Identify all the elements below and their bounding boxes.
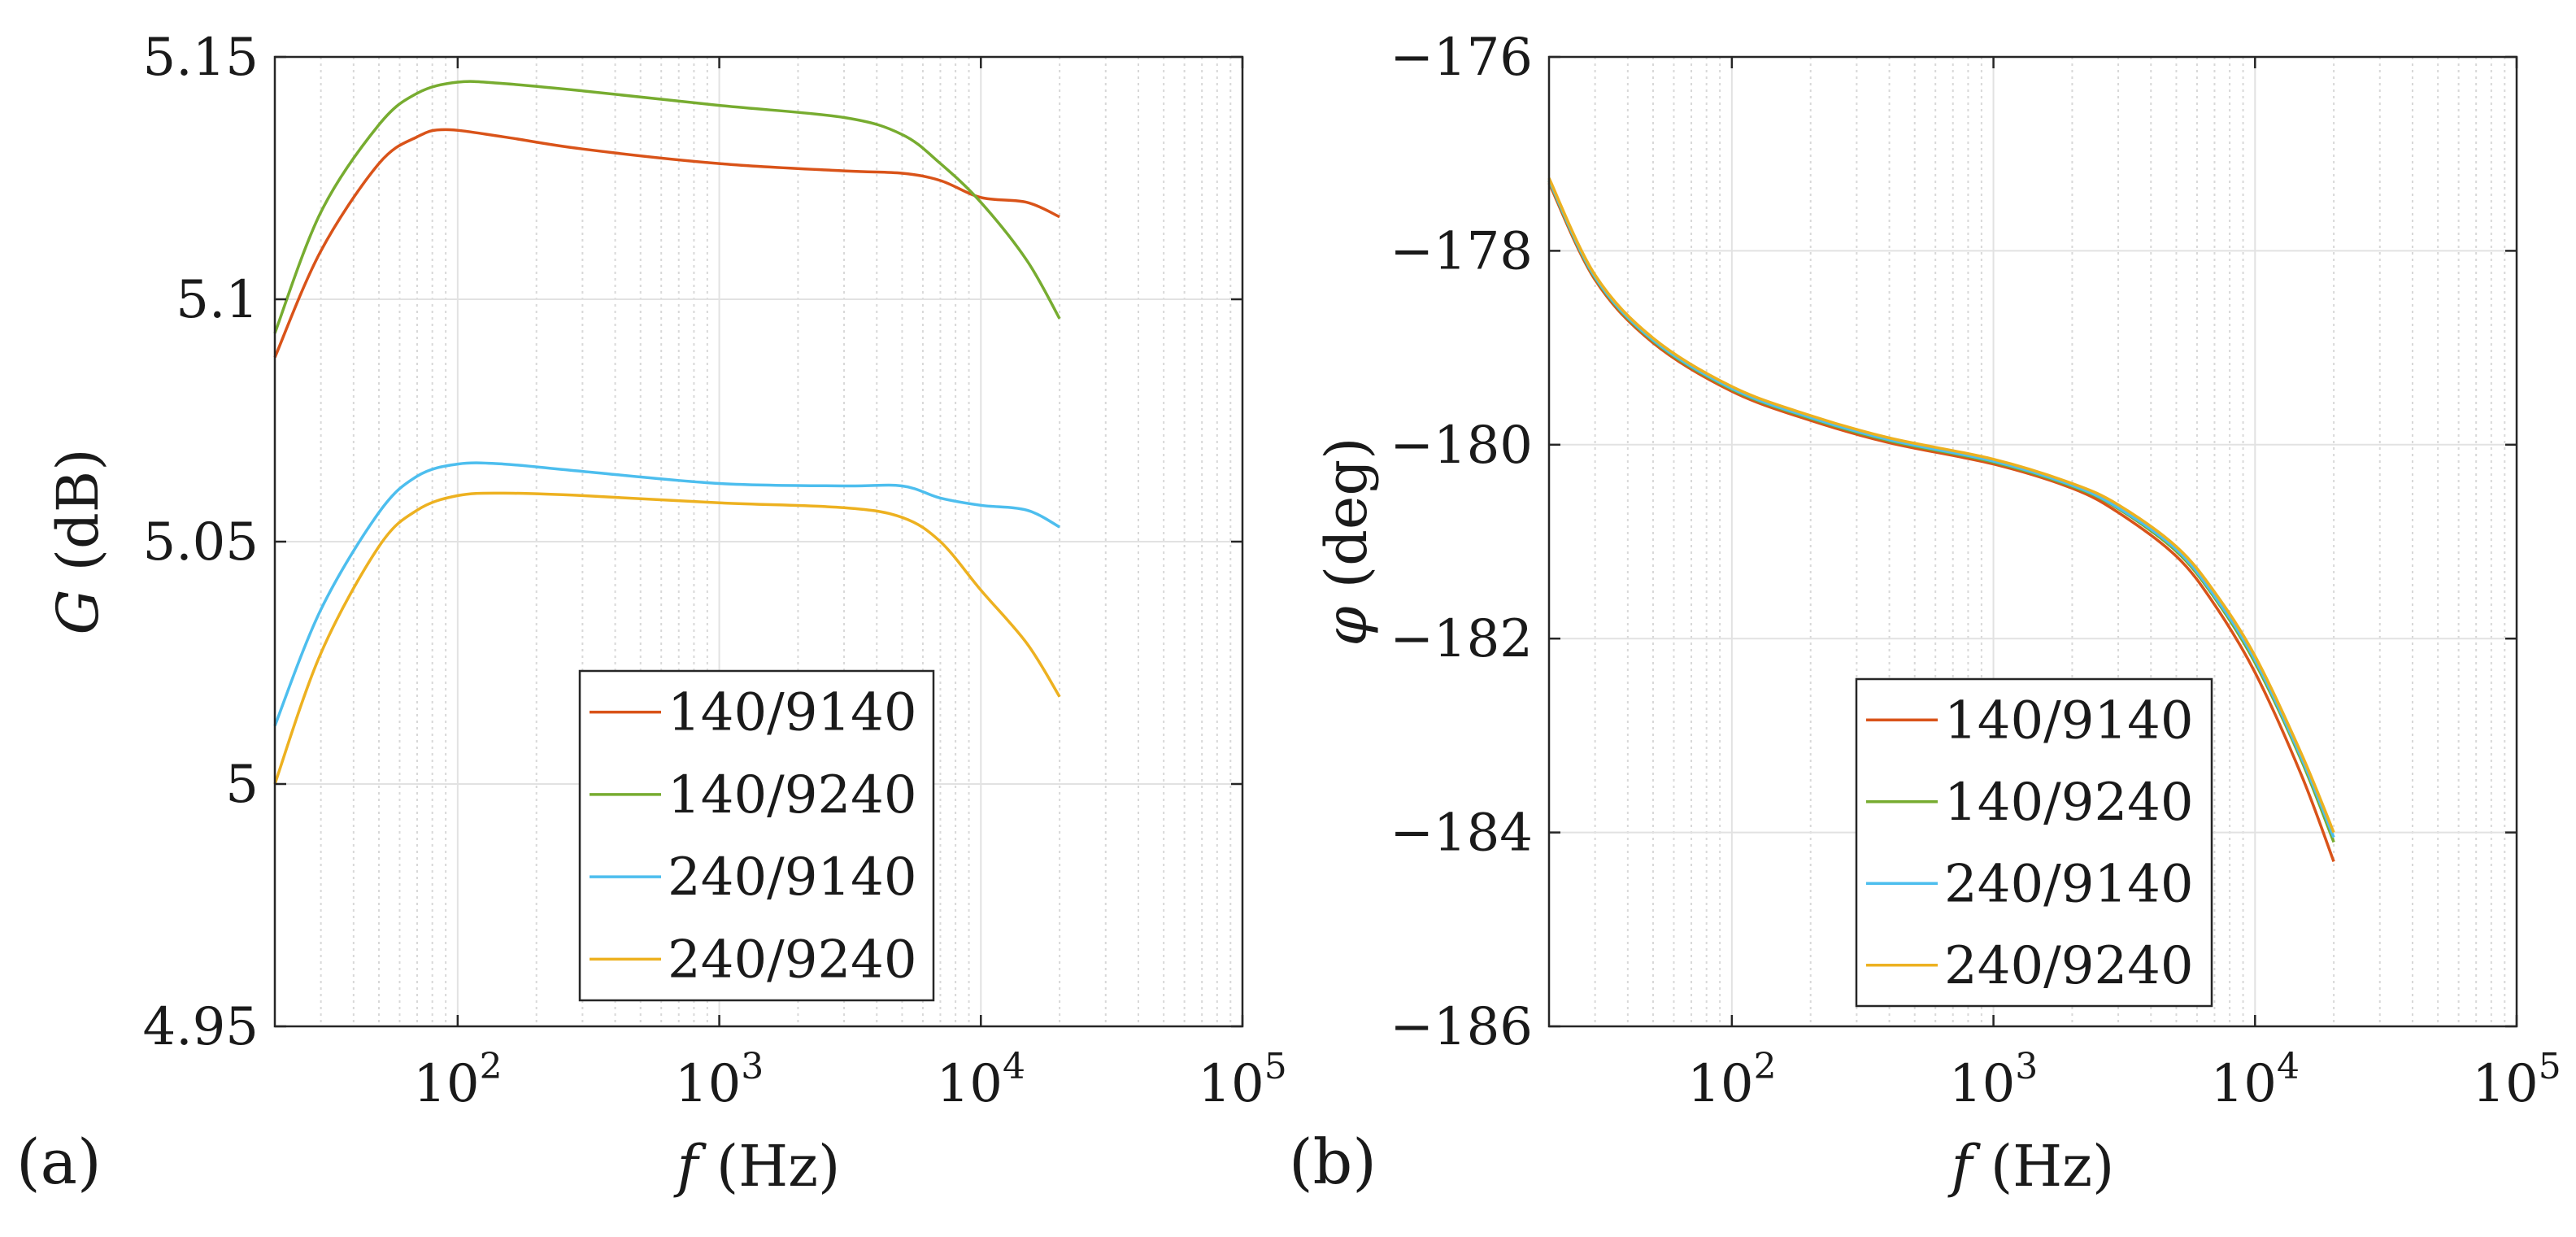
series-line-140-9140 [1547,182,2335,863]
y-tick-label: 5 [225,755,259,815]
x-axis-label: f (Hz) [1947,1133,2115,1200]
series-group [273,80,1061,785]
panel-label: (b) [1289,1126,1377,1198]
x-tick-exponent: 2 [1754,1046,1777,1087]
x-tick-base: 10 [2472,1054,2538,1114]
legend-label: 240/9140 [1944,854,2194,914]
y-tick-label: 5.15 [143,28,259,88]
x-tick-base: 10 [675,1054,741,1114]
x-tick-base: 10 [1198,1054,1264,1114]
x-tick-label: 104 [937,1046,1025,1114]
x-tick-label: 105 [1198,1046,1286,1114]
series-line-140-9140 [273,128,1060,359]
y-tick-label: −182 [1390,609,1533,669]
x-tick-label: 103 [675,1046,764,1114]
y-tick-label: −176 [1390,28,1533,88]
series-line-240-9240 [273,491,1061,785]
legend-box [578,669,935,1002]
x-axis-label: f (Hz) [673,1133,841,1200]
y-axis-unit: (deg) [1313,438,1380,607]
x-tick-exponent: 3 [2015,1046,2038,1087]
legend-label: 240/9240 [668,930,917,990]
y-tick-label: −180 [1390,416,1533,476]
y-tick-label: −186 [1390,997,1533,1057]
x-tick-label: 103 [1949,1046,2038,1114]
x-tick-label: 102 [413,1046,502,1114]
x-tick-exponent: 3 [741,1046,764,1087]
y-tick-label: −178 [1390,221,1533,281]
legend-label: 140/9240 [668,765,917,825]
series-line-240-9140 [273,461,1060,727]
x-axis-unit: (Hz) [698,1133,841,1200]
y-tick-label: 5.05 [143,512,259,573]
legend-label: 240/9240 [1944,936,2194,996]
y-axis-variable: φ [1313,606,1380,646]
x-tick-label: 105 [2472,1046,2561,1114]
axes-box [1547,55,2518,1028]
x-tick-label: 104 [2211,1046,2300,1114]
y-tick-label: 4.95 [143,997,259,1057]
x-tick-base: 10 [937,1054,1003,1114]
series-line-240-9240 [1547,177,2335,834]
x-tick-base: 10 [2211,1054,2277,1114]
x-tick-base: 10 [1687,1054,1753,1114]
legend: 140/9140 140/9240 240/9140 240/9240 [1855,677,2213,1008]
y-tick-label: 5.1 [176,270,259,330]
series-line-240-9140 [1547,179,2335,838]
legend: 140/9140 140/9240 240/9140 240/9240 [578,669,935,1002]
ticks: 102 103 104 105−186−184−182−180−178−176 [1390,28,2561,1114]
x-tick-base: 10 [413,1054,479,1114]
panel-label: (a) [16,1126,102,1198]
y-axis-variable: G [45,590,111,635]
y-axis-unit: (dB) [45,448,111,589]
legend-box [1855,677,2213,1008]
legend-label: 240/9140 [668,847,917,908]
legend-label: 140/9140 [1944,690,2194,751]
x-tick-exponent: 4 [2277,1046,2300,1087]
legend-label: 140/9140 [668,683,917,743]
x-tick-label: 102 [1687,1046,1776,1114]
x-axis-unit: (Hz) [1973,1133,2115,1200]
series-group [1547,177,2335,863]
x-tick-exponent: 2 [480,1046,503,1087]
x-tick-exponent: 5 [1264,1046,1287,1087]
y-axis-label: φ (deg) [1313,438,1380,647]
y-axis-label: G (dB) [45,448,111,634]
x-tick-exponent: 4 [1003,1046,1025,1087]
series-line-140-9240 [273,80,1061,334]
legend-label: 140/9240 [1944,773,2194,833]
y-tick-label: −184 [1390,804,1533,864]
x-tick-base: 10 [1949,1054,2015,1114]
x-tick-exponent: 5 [2539,1046,2561,1087]
